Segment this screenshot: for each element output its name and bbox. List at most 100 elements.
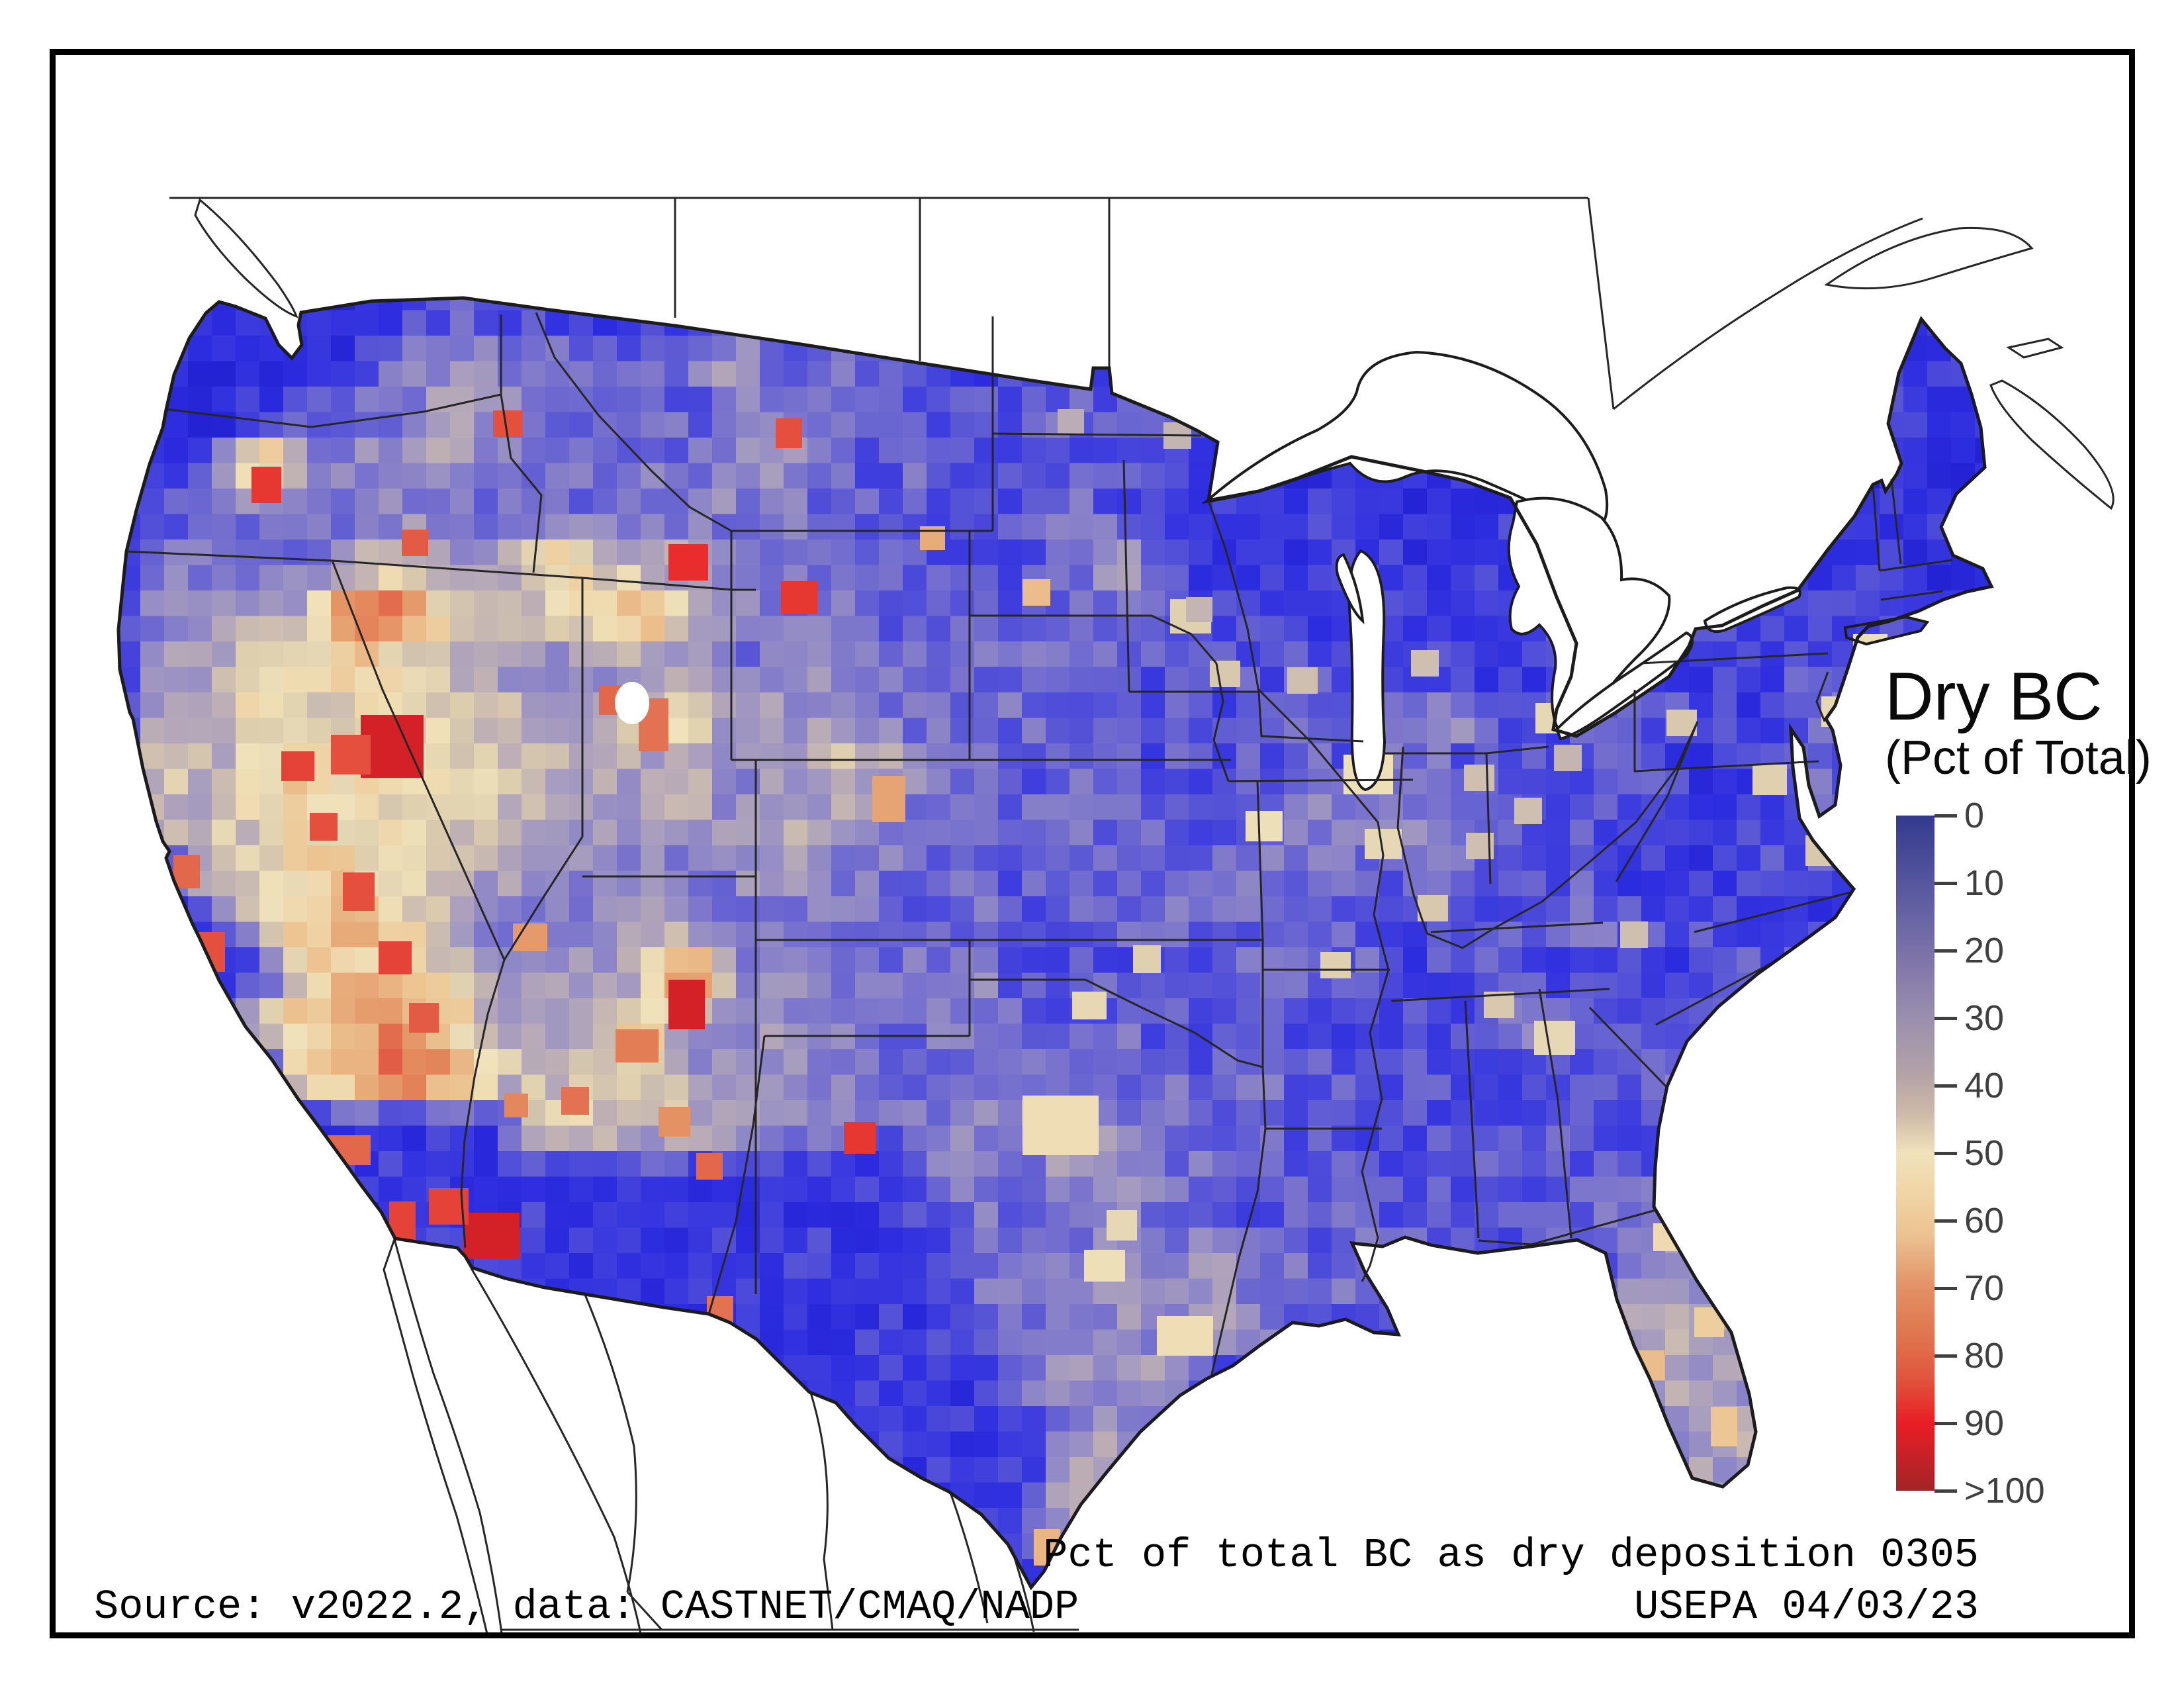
- heat-cell: [617, 336, 641, 362]
- heat-cell: [426, 514, 451, 540]
- heat-cell: [903, 489, 927, 515]
- heat-cell: [950, 412, 975, 438]
- heat-cell: [736, 463, 760, 489]
- colorbar-tick-label: 50: [1964, 1133, 2005, 1173]
- heat-cell: [379, 463, 403, 489]
- heat-cell: [688, 336, 713, 362]
- heat-cell: [855, 387, 880, 413]
- heat-cell: [283, 463, 308, 489]
- heat-cell: [1308, 489, 1332, 515]
- heat-cell: [331, 438, 355, 464]
- heat-cell: [903, 438, 927, 464]
- heat-cell: [736, 412, 760, 438]
- heat-cell: [1022, 463, 1046, 489]
- heat-cell: [1451, 489, 1475, 515]
- heat-cell: [164, 412, 189, 438]
- heat-cell: [664, 412, 689, 438]
- heat-cell: [1403, 489, 1428, 515]
- heat-cell: [664, 514, 689, 540]
- heat-cell: [212, 336, 236, 362]
- heat-cell: [1903, 438, 1928, 464]
- heat-cell: [1093, 514, 1118, 540]
- heat-cell: [831, 361, 856, 387]
- heat-cell: [1022, 514, 1046, 540]
- heat-cell: [736, 489, 760, 515]
- heat-cell: [474, 463, 498, 489]
- heat-cell: [593, 412, 617, 438]
- heat-cell: [855, 514, 880, 540]
- heat-cell: [974, 514, 999, 540]
- heat-cell: [712, 489, 737, 515]
- heat-cell: [927, 489, 951, 515]
- heat-cell: [593, 463, 617, 489]
- heat-cell: [1046, 438, 1070, 464]
- heat-cell: [498, 514, 522, 540]
- heat-cell: [212, 361, 236, 387]
- heat-cell: [331, 336, 355, 362]
- heat-cell: [426, 336, 451, 362]
- heat-cell: [1141, 514, 1165, 540]
- heat-cell: [379, 310, 403, 336]
- heat-cell: [1117, 514, 1142, 540]
- heat-cell: [950, 438, 975, 464]
- heat-cell: [855, 412, 880, 438]
- heat-cell: [807, 387, 832, 413]
- heat-cell: [855, 438, 880, 464]
- heat-cell: [617, 438, 641, 464]
- colorbar-tick-label: 20: [1964, 931, 2005, 970]
- heat-cell: [545, 310, 570, 336]
- heat-cell: [688, 361, 713, 387]
- heat-cell: [712, 387, 737, 413]
- heat-cell: [188, 387, 212, 413]
- heat-cell: [450, 298, 475, 311]
- heat-cell: [402, 412, 427, 438]
- heat-cell: [140, 514, 165, 540]
- colorbar-tick: [1934, 1286, 1957, 1290]
- heat-cell: [831, 514, 856, 540]
- heat-cell: [283, 361, 308, 387]
- heat-cell: [331, 514, 355, 540]
- heat-cell: [545, 438, 570, 464]
- heat-cell: [188, 412, 212, 438]
- heat-cell: [212, 310, 236, 336]
- heat-cell: [1903, 412, 1928, 438]
- heat-cell: [212, 514, 236, 540]
- heat-cell: [522, 310, 546, 336]
- heat-cell: [998, 514, 1023, 540]
- heat-cell: [879, 463, 903, 489]
- heat-cell: [593, 336, 617, 362]
- heat-cell: [402, 489, 427, 515]
- heat-cell: [831, 412, 856, 438]
- heat-cell: [974, 387, 999, 413]
- heat-cell: [950, 387, 975, 413]
- heat-cell: [355, 489, 379, 515]
- heat-cell: [1355, 489, 1380, 515]
- heat-cell: [545, 489, 570, 515]
- heat-cell: [1903, 361, 1928, 387]
- heat-cell: [784, 361, 808, 387]
- heat-cell: [1903, 489, 1928, 515]
- heat-cell: [212, 463, 236, 489]
- heat-cell: [474, 514, 498, 540]
- heat-cell: [617, 361, 641, 387]
- heat-cell: [807, 412, 832, 438]
- colorbar-tick: [1934, 1016, 1957, 1020]
- heat-cell: [903, 463, 927, 489]
- heat-cell: [188, 489, 212, 515]
- heat-cell: [307, 361, 332, 387]
- heat-cell: [1284, 514, 1308, 540]
- heat-cell: [188, 361, 212, 387]
- heat-cell: [760, 514, 784, 540]
- heat-cell: [283, 387, 308, 413]
- heat-cell: [545, 336, 570, 362]
- heat-cell: [641, 463, 665, 489]
- map-caption: Pct of total BC as dry deposition 0305: [1043, 1532, 1979, 1579]
- colorbar-tick: [1934, 1151, 1957, 1155]
- heat-cell: [450, 514, 475, 540]
- heat-cell: [164, 489, 189, 515]
- heat-cell: [236, 361, 260, 387]
- heat-cell: [760, 387, 784, 413]
- heat-cell: [712, 336, 737, 362]
- heat-cell: [545, 412, 570, 438]
- heat-cell: [855, 361, 880, 387]
